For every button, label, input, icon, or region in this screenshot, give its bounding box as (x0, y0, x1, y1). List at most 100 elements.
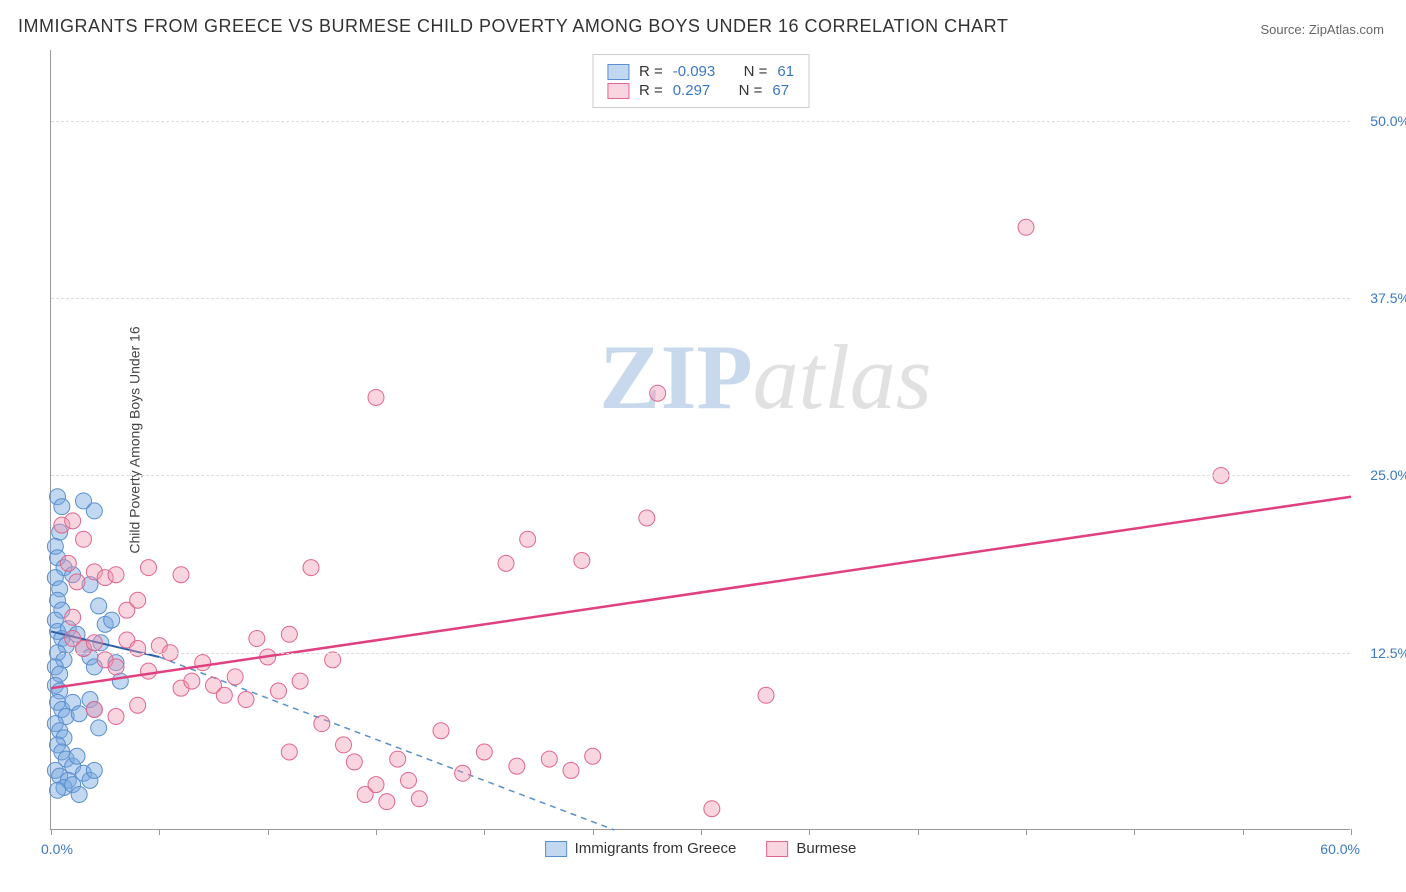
data-point (141, 560, 157, 576)
data-point (50, 782, 66, 798)
data-point (112, 673, 128, 689)
data-point (141, 663, 157, 679)
data-point (216, 687, 232, 703)
x-tick (593, 829, 594, 835)
legend-item-burmese: Burmese (766, 840, 856, 857)
data-point (303, 560, 319, 576)
x-tick (1243, 829, 1244, 835)
data-point (368, 777, 384, 793)
source-attribution: Source: ZipAtlas.com (1260, 22, 1384, 37)
data-point (650, 385, 666, 401)
data-point (130, 640, 146, 656)
data-point (60, 555, 76, 571)
data-point (379, 794, 395, 810)
gridline-h (51, 121, 1350, 122)
data-point (574, 553, 590, 569)
data-point (108, 709, 124, 725)
data-point (271, 683, 287, 699)
x-axis-max: 60.0% (1320, 841, 1360, 857)
data-point (541, 751, 557, 767)
data-point (65, 609, 81, 625)
x-tick (51, 829, 52, 835)
data-point (130, 592, 146, 608)
gridline-h (51, 653, 1350, 654)
data-point (86, 635, 102, 651)
data-point (173, 567, 189, 583)
data-point (108, 659, 124, 675)
source-prefix: Source: (1260, 22, 1308, 37)
data-point (69, 748, 85, 764)
data-point (411, 791, 427, 807)
data-point (281, 626, 297, 642)
data-point (758, 687, 774, 703)
data-point (71, 787, 87, 803)
data-point (130, 697, 146, 713)
data-point (401, 772, 417, 788)
data-point (86, 701, 102, 717)
data-point (195, 655, 211, 671)
x-tick (701, 829, 702, 835)
data-point (227, 669, 243, 685)
gridline-h (51, 475, 1350, 476)
legend-item-greece: Immigrants from Greece (545, 840, 737, 857)
trend-line (51, 497, 1351, 688)
data-point (184, 673, 200, 689)
data-point (346, 754, 362, 770)
data-point (292, 673, 308, 689)
source-name: ZipAtlas.com (1309, 22, 1384, 37)
chart-title: IMMIGRANTS FROM GREECE VS BURMESE CHILD … (18, 16, 1008, 37)
y-tick-label: 37.5% (1355, 290, 1406, 306)
plot-svg (51, 50, 1350, 829)
data-point (54, 499, 70, 515)
data-point (86, 503, 102, 519)
data-point (455, 765, 471, 781)
data-point (281, 744, 297, 760)
series-legend: Immigrants from Greece Burmese (545, 840, 857, 857)
data-point (336, 737, 352, 753)
data-point (498, 555, 514, 571)
data-point (390, 751, 406, 767)
data-point (704, 801, 720, 817)
x-tick (1351, 829, 1352, 835)
data-point (520, 531, 536, 547)
data-point (86, 762, 102, 778)
scatter-chart: ZIPatlas Child Poverty Among Boys Under … (50, 50, 1350, 830)
gridline-h (51, 298, 1350, 299)
data-point (71, 706, 87, 722)
data-point (76, 531, 92, 547)
swatch-burmese-icon (766, 841, 788, 857)
data-point (91, 720, 107, 736)
data-point (314, 716, 330, 732)
data-point (238, 692, 254, 708)
data-point (433, 723, 449, 739)
data-point (368, 389, 384, 405)
data-point (69, 574, 85, 590)
x-tick (918, 829, 919, 835)
data-point (509, 758, 525, 774)
x-tick (1134, 829, 1135, 835)
x-tick (268, 829, 269, 835)
x-tick (1026, 829, 1027, 835)
y-tick-label: 25.0% (1355, 467, 1406, 483)
y-tick-label: 50.0% (1355, 113, 1406, 129)
data-point (476, 744, 492, 760)
data-point (65, 513, 81, 529)
data-point (563, 762, 579, 778)
data-point (639, 510, 655, 526)
x-tick (484, 829, 485, 835)
data-point (249, 631, 265, 647)
legend-label-burmese: Burmese (796, 840, 856, 857)
data-point (585, 748, 601, 764)
data-point (91, 598, 107, 614)
data-point (1018, 219, 1034, 235)
x-axis-origin: 0.0% (41, 841, 73, 857)
data-point (104, 612, 120, 628)
legend-label-greece: Immigrants from Greece (575, 840, 737, 857)
swatch-greece-icon (545, 841, 567, 857)
x-tick (159, 829, 160, 835)
data-point (325, 652, 341, 668)
y-tick-label: 12.5% (1355, 645, 1406, 661)
x-tick (376, 829, 377, 835)
x-tick (809, 829, 810, 835)
data-point (108, 567, 124, 583)
